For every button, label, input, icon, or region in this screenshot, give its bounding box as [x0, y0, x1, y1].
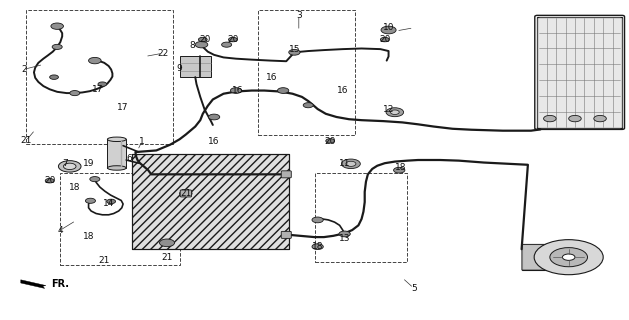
Circle shape: [98, 82, 107, 86]
Circle shape: [326, 139, 335, 143]
Text: 6: 6: [126, 154, 132, 163]
Text: 16: 16: [266, 73, 277, 82]
Circle shape: [221, 42, 231, 47]
Ellipse shape: [108, 137, 126, 141]
Circle shape: [594, 116, 606, 122]
Text: 21: 21: [161, 253, 173, 262]
Text: 12: 12: [383, 105, 394, 114]
Polygon shape: [521, 244, 562, 270]
Circle shape: [64, 163, 76, 170]
Circle shape: [312, 244, 323, 250]
Circle shape: [346, 161, 356, 166]
Circle shape: [90, 177, 100, 182]
Circle shape: [312, 217, 323, 223]
Text: 16: 16: [337, 86, 348, 95]
Text: 20: 20: [199, 35, 210, 44]
Circle shape: [342, 159, 360, 169]
Text: 7: 7: [62, 159, 67, 168]
Polygon shape: [521, 244, 584, 270]
Bar: [133, 154, 289, 249]
Text: 2: 2: [22, 65, 27, 74]
Text: 21: 21: [99, 256, 110, 265]
Text: 16: 16: [208, 137, 220, 146]
Text: 5: 5: [411, 284, 416, 292]
FancyBboxPatch shape: [281, 231, 291, 238]
Text: 20: 20: [227, 35, 238, 44]
Circle shape: [386, 108, 404, 117]
Text: 18: 18: [83, 232, 94, 241]
Text: 1: 1: [139, 137, 145, 146]
Text: 20: 20: [44, 176, 55, 185]
Circle shape: [562, 254, 575, 260]
Ellipse shape: [108, 166, 126, 170]
Circle shape: [208, 114, 220, 120]
Circle shape: [381, 26, 396, 34]
Text: 17: 17: [118, 103, 129, 112]
Circle shape: [277, 88, 289, 93]
Text: 18: 18: [312, 242, 323, 251]
Circle shape: [160, 239, 174, 247]
Polygon shape: [21, 280, 46, 288]
Text: 13: 13: [339, 234, 350, 243]
Circle shape: [391, 110, 399, 115]
Circle shape: [52, 44, 62, 50]
Circle shape: [89, 57, 101, 64]
Text: 22: 22: [157, 49, 168, 58]
Circle shape: [45, 179, 54, 183]
Circle shape: [543, 116, 556, 122]
Circle shape: [86, 198, 96, 203]
Circle shape: [228, 37, 237, 42]
Circle shape: [534, 240, 603, 275]
Circle shape: [381, 37, 389, 42]
FancyBboxPatch shape: [180, 190, 191, 197]
Text: 20: 20: [325, 137, 336, 146]
Text: 11: 11: [339, 159, 350, 168]
Circle shape: [289, 50, 300, 55]
Text: 18: 18: [396, 163, 407, 172]
Text: 8: 8: [189, 41, 195, 51]
FancyBboxPatch shape: [281, 171, 291, 178]
Text: 21: 21: [180, 189, 191, 198]
Text: FR.: FR.: [51, 279, 69, 289]
Text: 21: 21: [20, 136, 31, 145]
Bar: [179, 56, 211, 77]
Circle shape: [70, 91, 80, 96]
Circle shape: [195, 42, 208, 48]
Bar: [133, 154, 289, 249]
Circle shape: [339, 231, 350, 237]
Text: 14: 14: [103, 199, 114, 208]
Text: 15: 15: [289, 44, 300, 54]
Text: 16: 16: [232, 86, 243, 95]
Circle shape: [230, 88, 242, 93]
Text: 4: 4: [57, 226, 63, 235]
Text: 10: 10: [383, 23, 394, 32]
Text: 17: 17: [92, 85, 104, 94]
Text: 19: 19: [83, 159, 94, 168]
Circle shape: [569, 116, 581, 122]
Circle shape: [394, 167, 405, 173]
Circle shape: [179, 190, 192, 197]
Text: 20: 20: [379, 35, 391, 44]
Text: 18: 18: [69, 183, 81, 192]
Text: 3: 3: [296, 11, 302, 20]
Text: 9: 9: [177, 64, 182, 73]
Circle shape: [50, 75, 58, 79]
Bar: [537, 17, 622, 128]
Circle shape: [550, 248, 587, 267]
Circle shape: [303, 103, 313, 108]
Circle shape: [51, 23, 64, 29]
Circle shape: [107, 199, 116, 204]
Circle shape: [58, 161, 81, 172]
Circle shape: [198, 37, 207, 42]
Bar: [108, 139, 126, 168]
